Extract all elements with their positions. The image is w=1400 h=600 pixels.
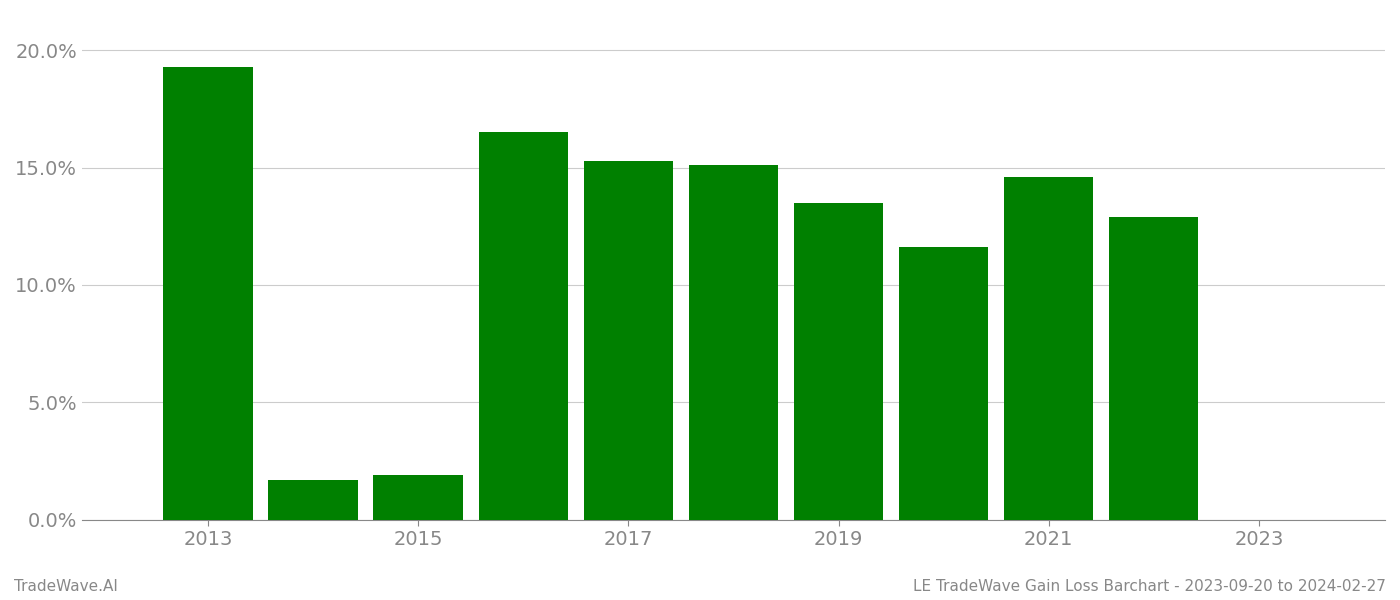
Bar bbox=[1004, 177, 1093, 520]
Bar bbox=[899, 247, 988, 520]
Bar bbox=[794, 203, 883, 520]
Bar bbox=[269, 479, 358, 520]
Bar bbox=[689, 165, 778, 520]
Bar bbox=[584, 161, 673, 520]
Bar bbox=[1109, 217, 1198, 520]
Bar bbox=[164, 67, 252, 520]
Text: LE TradeWave Gain Loss Barchart - 2023-09-20 to 2024-02-27: LE TradeWave Gain Loss Barchart - 2023-0… bbox=[913, 579, 1386, 594]
Bar bbox=[374, 475, 463, 520]
Bar bbox=[479, 133, 568, 520]
Text: TradeWave.AI: TradeWave.AI bbox=[14, 579, 118, 594]
